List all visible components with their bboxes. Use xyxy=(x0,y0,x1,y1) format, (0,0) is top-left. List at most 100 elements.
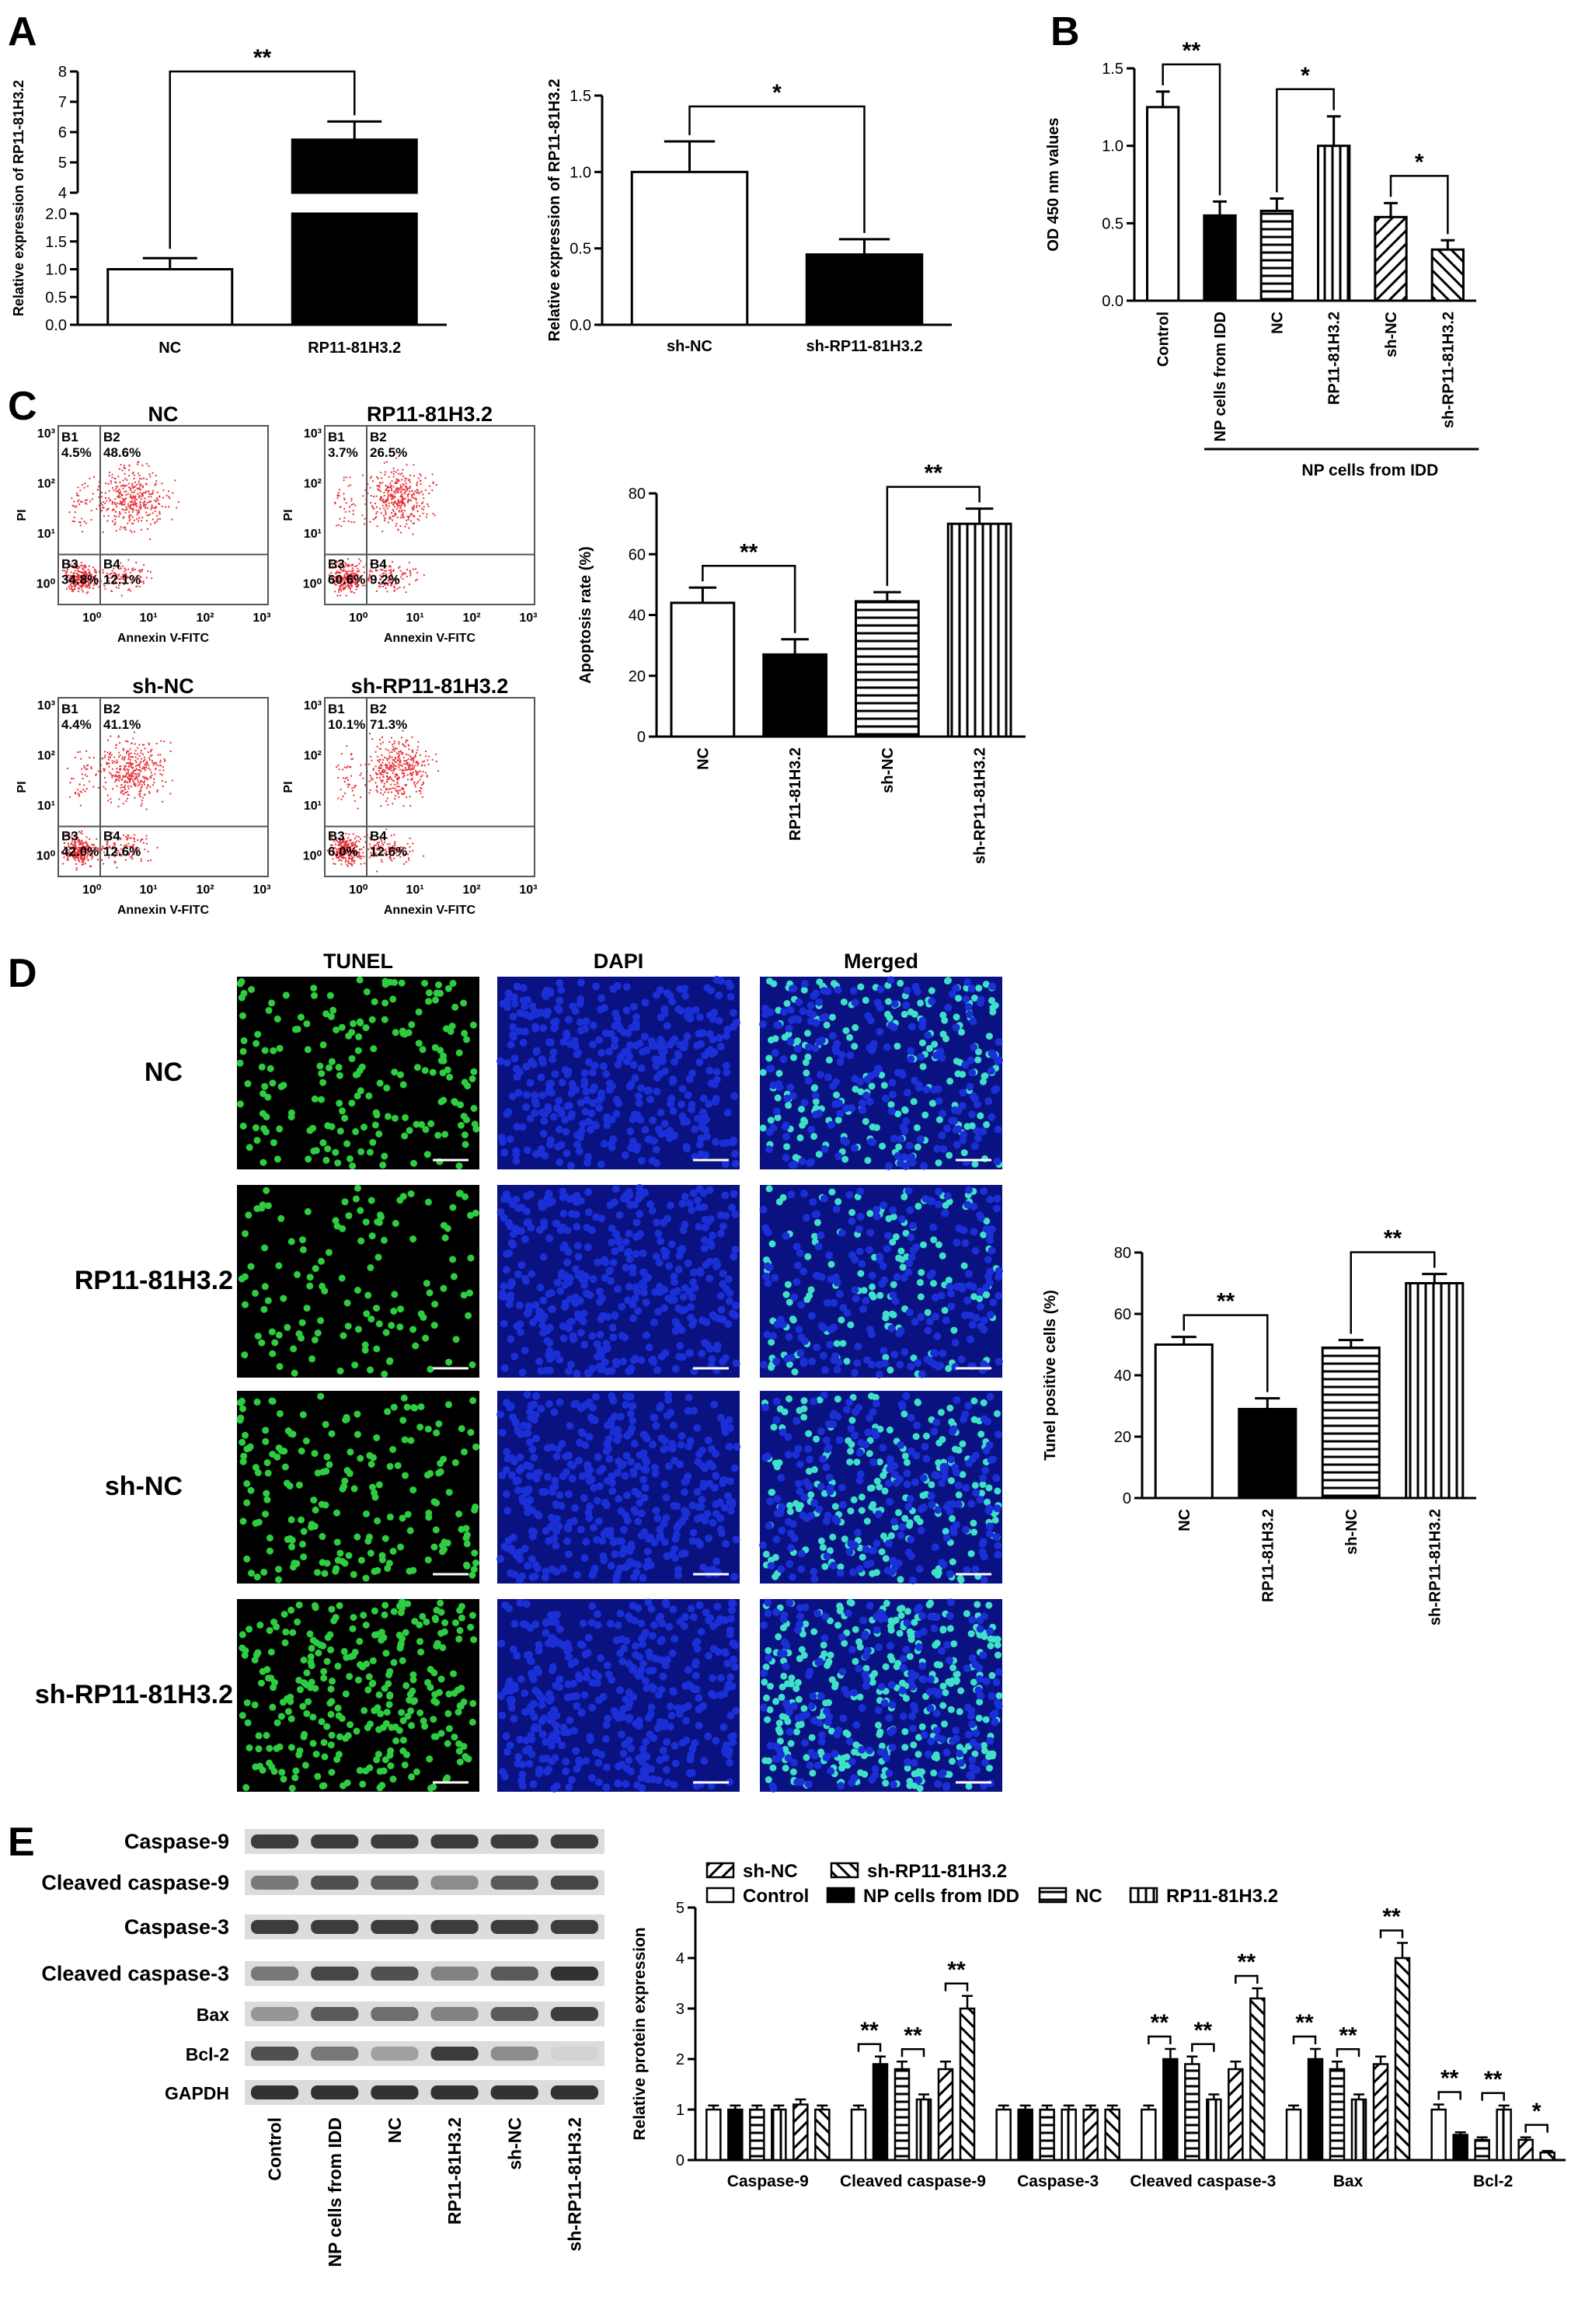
micrograph xyxy=(496,976,740,1170)
bar xyxy=(1285,2108,1302,2162)
blot-lane-label: NC xyxy=(385,2117,405,2143)
blot-band-label: Caspase-3 xyxy=(124,1915,229,1939)
y-axis-label: Tunel positive cells (%) xyxy=(1042,1290,1059,1461)
quadrant-value: 10.1% xyxy=(328,717,365,732)
bar xyxy=(850,2108,867,2162)
blot-lane-label: RP11-81H3.2 xyxy=(444,2117,465,2225)
bar xyxy=(1162,2057,1179,2162)
significance-bracket xyxy=(900,2048,925,2057)
blot-band xyxy=(371,1876,419,1890)
blot-band xyxy=(371,2047,419,2061)
blot-band xyxy=(550,2007,598,2021)
x-tick-label: sh-NC xyxy=(1383,312,1400,357)
nuclei xyxy=(236,976,480,1170)
quadrant-name: B1 xyxy=(328,702,345,716)
blot-lane-label: sh-RP11-81H3.2 xyxy=(564,2117,584,2252)
blot-band-label: Cleaved caspase-3 xyxy=(41,1962,229,1985)
blot-band xyxy=(550,1834,598,1848)
quadrant-value: 42.0% xyxy=(61,845,99,859)
significance-label: ** xyxy=(925,461,943,486)
flow-y-tick: 10¹ xyxy=(304,528,322,541)
bar xyxy=(1317,145,1351,302)
bar xyxy=(1374,215,1408,302)
bar xyxy=(1307,2057,1324,2162)
quadrant-name: B3 xyxy=(61,557,78,572)
significance-bracket xyxy=(1292,2035,1317,2044)
flow-x-tick: 10² xyxy=(196,611,214,625)
bar xyxy=(959,2007,976,2162)
tunel-column-title: Merged xyxy=(844,949,918,973)
flow-x-label: Annexin V-FITC xyxy=(117,632,210,645)
significance-label: * xyxy=(1532,2099,1541,2124)
flow-y-tick: 10³ xyxy=(37,427,55,441)
flow-x-tick: 10¹ xyxy=(406,883,424,897)
group-label: NP cells from IDD xyxy=(1301,462,1438,479)
quadrant-value: 48.6% xyxy=(103,445,141,460)
flow-y-tick: 10² xyxy=(37,478,55,491)
significance-bracket xyxy=(1191,2043,1215,2052)
blot-band xyxy=(550,1876,598,1890)
significance-bracket xyxy=(944,1982,969,1991)
significance-bracket xyxy=(1235,1974,1259,1984)
significance-bracket xyxy=(1389,175,1449,235)
y-tick-label: 4 xyxy=(676,1950,684,1967)
blot-band xyxy=(251,1834,299,1848)
micrograph-bg xyxy=(497,1391,740,1584)
significance-bracket xyxy=(886,486,981,587)
micrograph xyxy=(496,1184,740,1378)
blot-background xyxy=(245,1961,604,1986)
quadrant-name: B2 xyxy=(103,702,120,716)
blot-band xyxy=(311,1967,359,1981)
significance-bracket xyxy=(857,2043,882,2052)
significance-label: * xyxy=(1301,63,1310,89)
bar xyxy=(1329,2068,1346,2162)
nuclei xyxy=(496,976,740,1170)
bar xyxy=(1141,2108,1157,2162)
micrograph xyxy=(497,1598,740,1793)
chart-a2: 0.0 0.5 1.0 1.5 Relative expression of RP11-… xyxy=(546,79,952,355)
legend-label: sh-NC xyxy=(743,1861,798,1882)
y-axis-label: OD 450 nm values xyxy=(1045,117,1062,251)
chart-e: 0 1 2 3 4 5 Relative protein expression Caspase… xyxy=(631,1861,1566,2190)
blot-band xyxy=(311,1920,359,1934)
y-tick-label: 4 xyxy=(58,185,67,202)
y-axis-label: Apoptosis rate (%) xyxy=(577,546,594,684)
flow-plot-title: sh-RP11-81H3.2 xyxy=(351,674,509,698)
micrograph-bg xyxy=(237,1185,479,1378)
blot-background xyxy=(245,1829,604,1854)
y-tick-label: 1.0 xyxy=(570,164,591,181)
y-tick-label: 40 xyxy=(629,608,646,625)
blot-background xyxy=(245,2002,604,2026)
panel-letter-b: B xyxy=(1050,9,1080,54)
nuclei xyxy=(497,1598,740,1793)
legend-label: NC xyxy=(1075,1886,1103,1907)
x-tick-label: RP11-81H3.2 xyxy=(1326,312,1343,405)
blot-band xyxy=(251,2047,299,2061)
flow-x-tick: 10¹ xyxy=(140,611,158,625)
flow-y-label: PI xyxy=(282,509,295,521)
bar-upper-segment xyxy=(291,138,418,194)
flow-plot-frame xyxy=(324,697,535,877)
legend-label: sh-RP11-81H3.2 xyxy=(867,1861,1007,1882)
bar xyxy=(915,2098,932,2162)
y-tick-label: 0.5 xyxy=(45,289,67,306)
bar xyxy=(1394,1956,1411,2162)
y-tick-label: 20 xyxy=(629,668,646,685)
bar xyxy=(1321,1346,1381,1500)
blot-band xyxy=(311,1876,359,1890)
significance-label: ** xyxy=(904,2023,922,2048)
flow-x-label: Annexin V-FITC xyxy=(384,632,476,645)
x-tick-label: Caspase-9 xyxy=(727,2172,809,2190)
significance-label: ** xyxy=(1339,2023,1357,2048)
bar xyxy=(814,2108,831,2162)
flow-x-tick: 10³ xyxy=(253,611,270,625)
quadrant-name: B3 xyxy=(328,829,345,844)
nuclei-blue xyxy=(759,1186,1003,1378)
y-tick-label: 0.0 xyxy=(570,317,591,334)
y-tick-label: 20 xyxy=(1114,1429,1131,1446)
bar xyxy=(1539,2152,1555,2162)
significance-bracket xyxy=(1524,2124,1548,2133)
